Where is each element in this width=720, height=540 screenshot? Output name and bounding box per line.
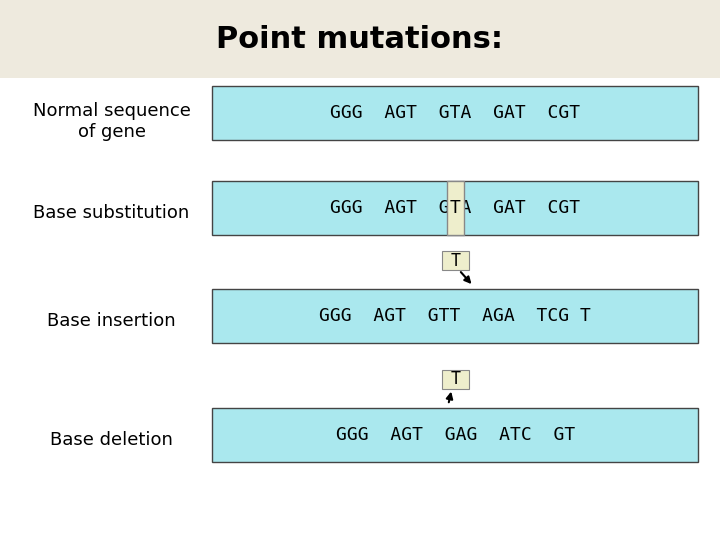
Text: GGG  AGT  GTA  GAT  CGT: GGG AGT GTA GAT CGT bbox=[330, 199, 580, 217]
Text: T: T bbox=[451, 252, 460, 269]
Text: T: T bbox=[451, 370, 460, 388]
Bar bbox=[442, 251, 469, 270]
Text: GGG  AGT  GTA  GAT  CGT: GGG AGT GTA GAT CGT bbox=[330, 104, 580, 123]
Text: Point mutations:: Point mutations: bbox=[217, 25, 503, 53]
Text: GGG  AGT  GTT  AGA  TCG T: GGG AGT GTT AGA TCG T bbox=[320, 307, 591, 325]
Bar bbox=[212, 289, 698, 343]
Bar bbox=[442, 370, 469, 389]
Text: T: T bbox=[450, 199, 461, 217]
Text: Normal sequence
of gene: Normal sequence of gene bbox=[32, 102, 191, 141]
Text: Base substitution: Base substitution bbox=[33, 204, 190, 222]
Text: Base deletion: Base deletion bbox=[50, 431, 173, 449]
Bar bbox=[212, 181, 698, 235]
Bar bbox=[447, 181, 464, 235]
Bar bbox=[0, 0, 720, 78]
Bar bbox=[212, 408, 698, 462]
Bar bbox=[212, 86, 698, 140]
Text: GGG  AGT  GAG  ATC  GT: GGG AGT GAG ATC GT bbox=[336, 426, 575, 444]
Text: Base insertion: Base insertion bbox=[48, 312, 176, 330]
